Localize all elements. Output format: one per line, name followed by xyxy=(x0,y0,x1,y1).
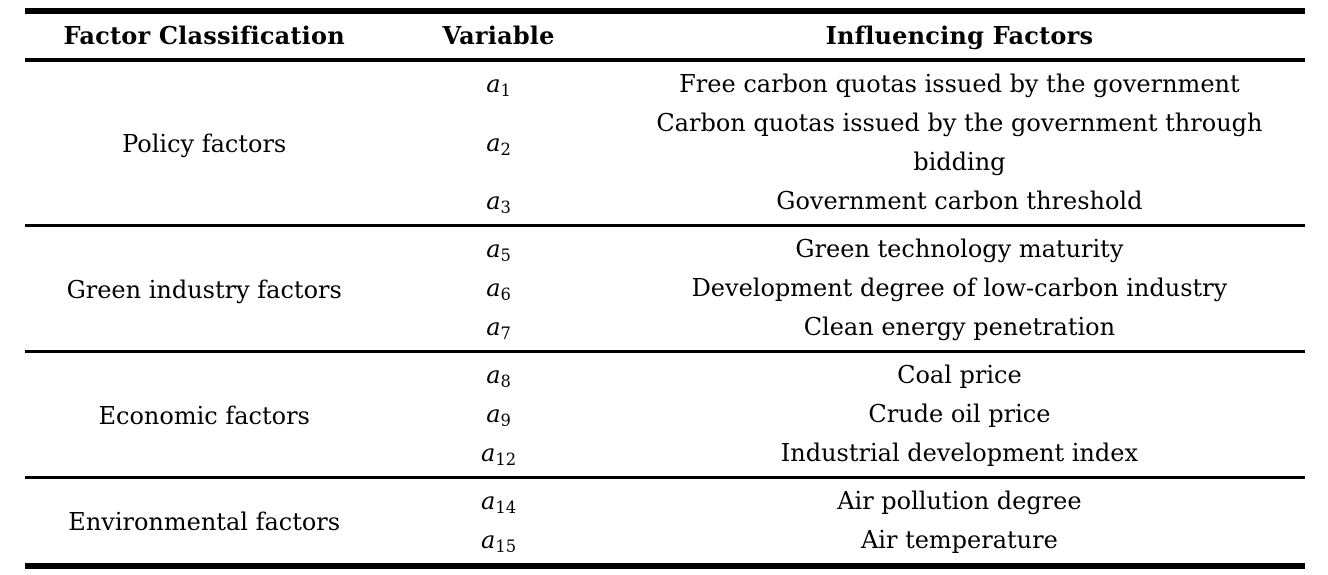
table-row: Policy factors a1 Free carbon quotas iss… xyxy=(25,60,1305,158)
factor-text: Development degree of low-carbon industr… xyxy=(691,274,1228,302)
variable-symbol: a xyxy=(486,313,501,341)
factor-cell: Development degree of low-carbon industr… xyxy=(614,269,1305,308)
table-header-row: Factor Classification Variable Influenci… xyxy=(25,11,1305,60)
variable-subscript: 12 xyxy=(495,450,517,470)
variable-symbol: a xyxy=(486,274,501,302)
variable-cell: a12 xyxy=(383,434,613,478)
variable-cell: a14 xyxy=(383,478,613,522)
variable-subscript: 1 xyxy=(500,81,511,101)
variable-cell: a1 xyxy=(383,60,613,104)
factor-cell: Clean energy penetration xyxy=(614,308,1305,352)
table-row: a3 Government carbon threshold xyxy=(25,182,1305,226)
variable-symbol: a xyxy=(481,439,496,467)
factor-text: Crude oil price xyxy=(868,400,1051,428)
variable-cell: a7 xyxy=(383,308,613,352)
variable-subscript: 6 xyxy=(500,285,511,305)
influencing-factors-table: Factor Classification Variable Influenci… xyxy=(25,8,1305,569)
table-row: Environmental factors a14 Air pollution … xyxy=(25,478,1305,536)
variable-cell: a5 xyxy=(383,226,613,270)
variable-subscript: 5 xyxy=(500,246,511,266)
variable-subscript: 2 xyxy=(500,139,511,159)
variable-cell: a9 xyxy=(383,395,613,434)
factor-cell: Coal price xyxy=(614,352,1305,396)
variable-symbol: a xyxy=(486,400,501,428)
group-green-industry-factors: Green industry factors a5 Green technolo… xyxy=(25,225,1305,352)
factor-cell: Industrial development index xyxy=(614,434,1305,478)
factor-text: Air pollution degree xyxy=(837,487,1082,515)
variable-symbol: a xyxy=(481,526,496,554)
factor-cell: Air temperature xyxy=(614,521,1305,566)
factor-cell: Free carbon quotas issued by the governm… xyxy=(614,60,1305,104)
variable-subscript: 7 xyxy=(500,324,511,344)
factor-text: Government carbon threshold xyxy=(776,187,1143,215)
table-row: a2 Carbon quotas issued by the governmen… xyxy=(25,104,1305,182)
table-row: a7 Clean energy penetration xyxy=(25,308,1305,352)
factor-text: Carbon quotas issued by the government t… xyxy=(656,109,1263,176)
factor-text: Clean energy penetration xyxy=(803,313,1116,341)
factor-text: Free carbon quotas issued by the governm… xyxy=(679,70,1240,98)
variable-cell: a6 xyxy=(383,269,613,308)
classification-cell: Green industry factors xyxy=(66,275,342,304)
table-row: a15 Air temperature xyxy=(25,521,1305,566)
variable-subscript: 9 xyxy=(500,411,511,431)
variable-symbol: a xyxy=(486,128,501,157)
header-variable: Variable xyxy=(442,21,555,50)
variable-cell: a8 xyxy=(383,352,613,396)
factor-text: Coal price xyxy=(897,361,1022,389)
variable-cell: a15 xyxy=(383,521,613,566)
header-factor-classification: Factor Classification xyxy=(63,21,345,50)
factor-cell: Crude oil price xyxy=(614,395,1305,434)
group-policy-factors: Policy factors a1 Free carbon quotas iss… xyxy=(25,60,1305,226)
factor-cell: Carbon quotas issued by the government t… xyxy=(614,104,1305,182)
variable-cell: a3 xyxy=(383,182,613,226)
table-row: a12 Industrial development index xyxy=(25,434,1305,478)
table-row: a9 Crude oil price xyxy=(25,395,1305,434)
variable-subscript: 3 xyxy=(500,198,511,218)
variable-symbol: a xyxy=(486,70,501,98)
variable-subscript: 8 xyxy=(500,372,511,392)
classification-cell: Policy factors xyxy=(122,130,287,158)
table-row: a6 Development degree of low-carbon indu… xyxy=(25,269,1305,308)
variable-symbol: a xyxy=(481,487,496,515)
variable-symbol: a xyxy=(486,187,501,215)
factor-text: Air temperature xyxy=(860,526,1058,554)
variable-symbol: a xyxy=(486,235,501,263)
factor-cell: Green technology maturity xyxy=(614,226,1305,270)
factor-text: Industrial development index xyxy=(780,439,1138,467)
classification-cell: Economic factors xyxy=(98,401,310,430)
variable-symbol: a xyxy=(486,361,501,389)
table-row: Green industry factors a5 Green technolo… xyxy=(25,226,1305,304)
classification-cell: Environmental factors xyxy=(68,508,341,536)
group-economic-factors: Economic factors a8 Coal price a9 Crude … xyxy=(25,351,1305,478)
table-row: Economic factors a8 Coal price xyxy=(25,352,1305,430)
factor-cell: Air pollution degree xyxy=(614,478,1305,522)
group-environmental-factors: Environmental factors a14 Air pollution … xyxy=(25,477,1305,566)
variable-subscript: 15 xyxy=(495,537,517,557)
factor-cell: Government carbon threshold xyxy=(614,182,1305,226)
header-influencing-factors: Influencing Factors xyxy=(825,21,1094,50)
factor-text: Green technology maturity xyxy=(795,235,1124,263)
variable-cell: a2 xyxy=(383,104,613,182)
variable-subscript: 14 xyxy=(495,498,517,518)
